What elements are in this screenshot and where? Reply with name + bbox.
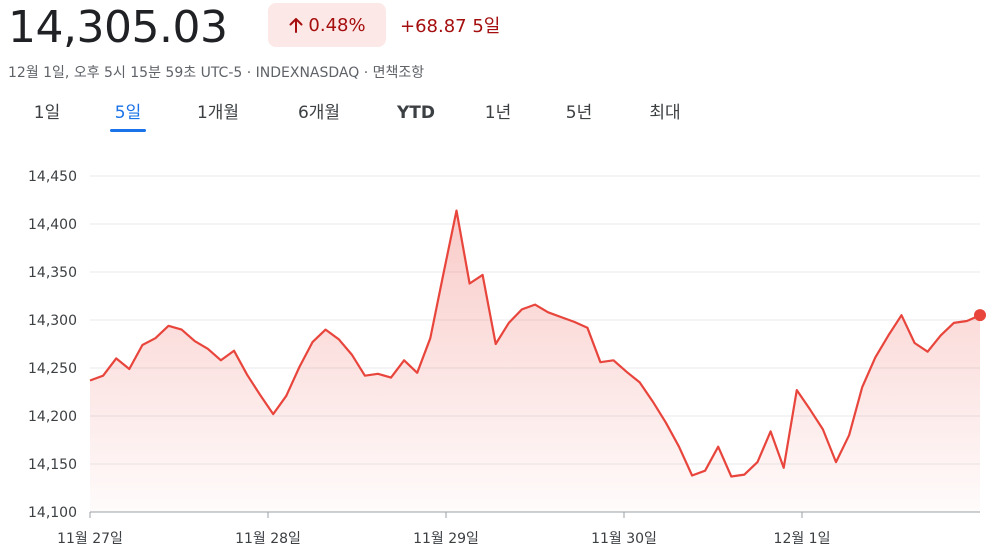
series-line (89, 209, 981, 478)
y-tick-label: 14,250 (28, 361, 77, 377)
x-tick-label: 12월 1일 (774, 531, 831, 547)
tab-label: 1개월 (196, 103, 240, 123)
tab-6m[interactable]: 6개월 (291, 98, 347, 132)
percent-change-badge: 0.48% (268, 3, 386, 47)
tab-max[interactable]: 최대 (643, 98, 687, 132)
tab-label: 5일 (114, 103, 142, 123)
tab-5y[interactable]: 5년 (561, 98, 597, 132)
tab-ytd[interactable]: YTD (393, 98, 439, 132)
tab-label: 1일 (33, 103, 61, 123)
tab-1m[interactable]: 1개월 (190, 98, 246, 132)
series-area (90, 210, 980, 512)
tab-label: 5년 (565, 103, 593, 123)
change-period: 5일 (472, 16, 501, 37)
arrow-up-icon (288, 16, 304, 34)
y-tick-label: 14,300 (28, 313, 77, 329)
tab-label: 최대 (649, 103, 681, 123)
y-tick-label: 14,100 (28, 505, 77, 521)
range-tabs: 1일 5일 1개월 6개월 YTD 1년 5년 최대 (0, 98, 995, 134)
x-tick-label: 11월 30일 (591, 531, 657, 547)
current-price: 14,305.03 (8, 2, 228, 53)
quote-meta: 12월 1일, 오후 5시 15분 59초 UTC-5 · INDEXNASDA… (8, 65, 425, 81)
absolute-change-value: +68.87 (400, 16, 467, 37)
y-tick-label: 14,200 (28, 409, 77, 425)
absolute-change: +68.87 5일 (400, 12, 500, 38)
x-tick-label: 11월 27일 (57, 531, 123, 547)
price-chart: 14,100 14,150 14,200 14,250 14,300 14,350 14,4… (28, 169, 986, 547)
y-tick-label: 14,450 (28, 169, 77, 185)
tab-underline (110, 129, 146, 132)
x-tick-label: 11월 28일 (235, 531, 301, 547)
tab-1y[interactable]: 1년 (482, 98, 514, 132)
y-tick-label: 14,400 (28, 217, 77, 233)
x-tick-label: 11월 29일 (413, 531, 479, 547)
y-tick-label: 14,350 (28, 265, 77, 281)
tab-5d[interactable]: 5일 (110, 98, 146, 132)
tab-label: YTD (396, 103, 436, 123)
last-price-marker (974, 309, 986, 322)
tab-label: 1년 (484, 103, 512, 123)
tab-label: 6개월 (297, 103, 341, 123)
tab-1d[interactable]: 1일 (32, 98, 62, 132)
y-tick-label: 14,150 (28, 457, 77, 473)
percent-change: 0.48% (308, 14, 366, 36)
